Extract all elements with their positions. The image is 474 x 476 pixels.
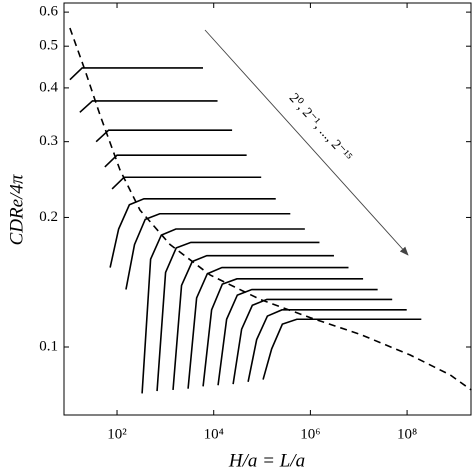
y-tick-label: 0.1 [39, 338, 58, 354]
annotation: 2⁰, 2⁻¹, ..., 2⁻¹⁵ [286, 91, 355, 165]
curve [95, 129, 233, 143]
curve [202, 278, 364, 387]
y-tick-label: 0.2 [39, 209, 58, 225]
y-tick-label: 0.4 [39, 79, 58, 95]
curve [79, 100, 218, 113]
x-tick-label: 10⁸ [397, 426, 417, 442]
curve [217, 288, 378, 386]
curve [172, 254, 334, 390]
curve [125, 212, 291, 290]
x-tick-label: 10² [107, 426, 127, 442]
x-tick-label: 10⁴ [204, 426, 224, 442]
plot-frame [63, 2, 472, 416]
curve [104, 154, 247, 168]
curve [232, 298, 393, 385]
curve [262, 318, 422, 380]
y-axis-label: CDRe/4π [6, 174, 27, 245]
curve [109, 197, 276, 268]
curve [156, 241, 320, 392]
x-axis-label: H/a = L/a [228, 450, 305, 471]
x-tick-label: 10⁶ [300, 426, 320, 442]
curve [111, 176, 262, 190]
y-tick-label: 0.3 [39, 133, 58, 149]
y-tick-label: 0.6 [39, 4, 58, 20]
annotation-arrow [204, 29, 409, 256]
curve [247, 309, 407, 382]
y-tick-label: 0.5 [39, 38, 58, 54]
curve [69, 67, 203, 81]
dashed-curve [69, 27, 472, 391]
curve [187, 266, 349, 389]
